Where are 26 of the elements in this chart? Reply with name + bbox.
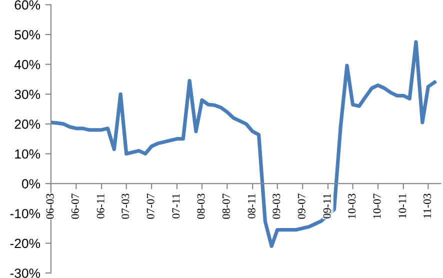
x-tick-label: 07-11 [172, 194, 180, 218]
x-tick-label: 08-07 [222, 194, 230, 219]
y-tick-label: 0% [22, 179, 40, 188]
y-tick-label: -30% [10, 268, 40, 278]
x-tick-label: 09-11 [323, 194, 331, 218]
x-tick-label: 07-03 [122, 194, 130, 219]
x-tick-label: 08-11 [248, 194, 256, 218]
x-tick-label: 10-03 [348, 194, 356, 218]
x-tick-label: 09-03 [272, 194, 280, 219]
x-tick-label: 11-03 [423, 194, 431, 218]
y-tick-label: 30% [14, 90, 40, 100]
x-tick-label: 10-07 [373, 194, 381, 218]
x-tick-label: 06-03 [46, 194, 54, 219]
y-tick-label: 20% [14, 120, 40, 129]
x-tick-label: 06-07 [71, 194, 79, 219]
y-tick-label: -10% [10, 208, 40, 218]
y-tick-label: 10% [15, 149, 40, 159]
x-tick-label: 06-11 [96, 194, 104, 218]
x-tick-label: 10-11 [398, 194, 406, 218]
y-tick-label: 40% [14, 60, 40, 70]
y-tick-label: -20% [10, 238, 40, 248]
y-tick-label: 60% [14, 0, 40, 10]
x-tick-label: 08-03 [197, 194, 205, 219]
y-tick-label: 50% [14, 30, 40, 40]
x-tick-label: 09-07 [298, 194, 306, 219]
x-tick-label: 07-07 [146, 194, 154, 219]
